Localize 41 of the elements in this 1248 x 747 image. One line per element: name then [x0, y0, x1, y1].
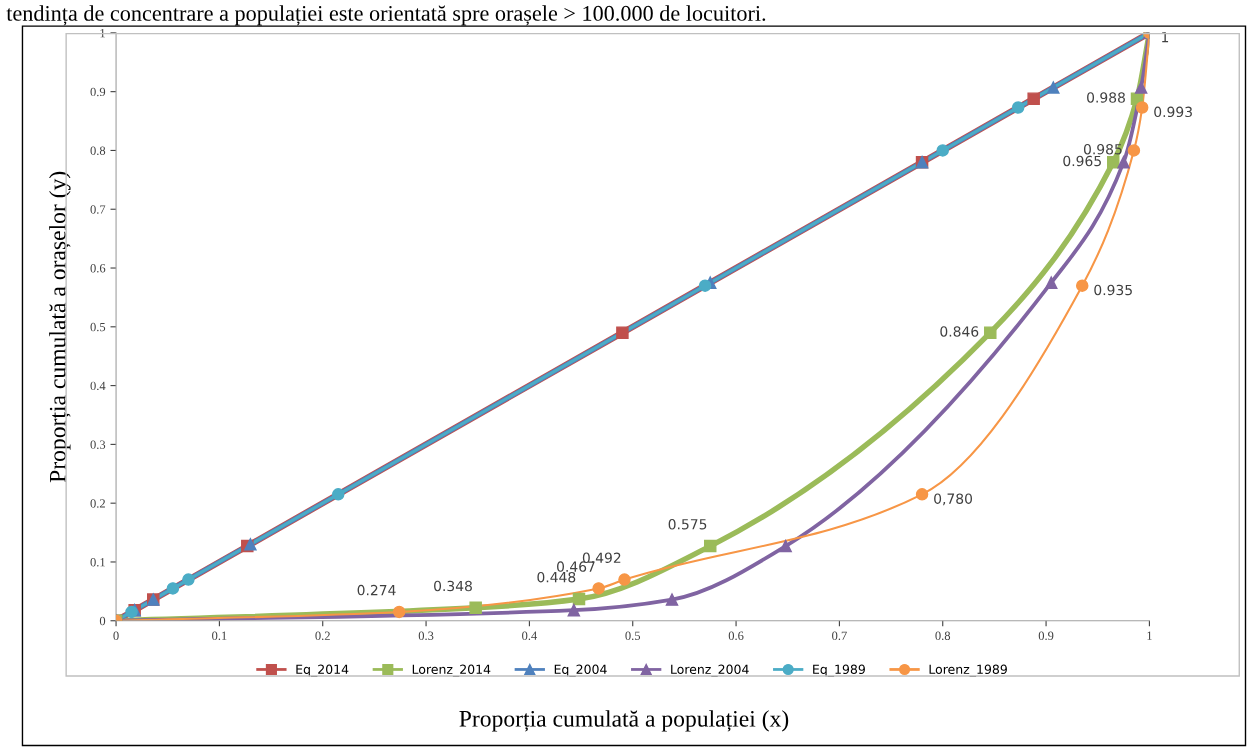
legend-label: Eq_2014 — [296, 664, 349, 677]
annotation: 0.965 — [1063, 155, 1101, 167]
annotation: 0.467 — [557, 561, 595, 572]
x-tick-label: 0.6 — [728, 631, 744, 641]
annotation: 0.988 — [1087, 92, 1125, 103]
legend-label: Eq_2004 — [554, 664, 607, 677]
y-tick-label: 0.1 — [90, 557, 105, 567]
y-axis-title: Proporția cumulată a orașelor (y) — [49, 171, 71, 483]
y-tick-label: 0.4 — [90, 381, 106, 391]
legend-label: Eq_1989 — [813, 664, 865, 677]
annotation: 0.575 — [668, 519, 707, 530]
legend-label: Lorenz_1989 — [929, 664, 1007, 677]
x-tick-label: 0.3 — [418, 631, 434, 641]
y-tick-label: 0.2 — [90, 499, 105, 508]
y-tick-label: 0.7 — [90, 205, 106, 214]
annotation: 0.274 — [357, 584, 396, 596]
annotation: 0,780 — [934, 493, 973, 506]
annotation: 0.846 — [940, 326, 979, 337]
x-tick-label: 0.5 — [625, 631, 641, 641]
x-tick-label: 0.9 — [1038, 631, 1054, 641]
annotation: 0.935 — [1094, 284, 1132, 296]
x-tick-label: 0.4 — [522, 631, 538, 641]
x-tick-label: 0 — [113, 631, 119, 640]
y-tick-label: 0 — [99, 616, 106, 626]
x-tick-label: 0.1 — [212, 631, 227, 641]
y-tick-label: 0.3 — [90, 440, 106, 449]
x-tick-label: 0.2 — [315, 631, 330, 641]
x-tick-label: 0.8 — [935, 631, 951, 641]
y-tick-label: 0.6 — [90, 264, 106, 273]
x-tick-label: 1 — [1147, 631, 1152, 640]
annotation: 0.348 — [434, 580, 472, 592]
annotation: 0.448 — [537, 571, 576, 583]
x-axis-title: Proporția cumulată a populației (x) — [459, 710, 789, 732]
y-tick-label: 0.9 — [90, 87, 106, 97]
annotation: 0.993 — [1154, 106, 1192, 118]
text: tendința de concentrare a populației este orientată spre orașele > 100.000 de locuitori. — [6, 5, 766, 26]
legend-label: Lorenz_2004 — [671, 664, 749, 677]
legend-label: Lorenz_2014 — [412, 664, 491, 677]
y-tick-label: 0.5 — [90, 322, 106, 332]
x-tick-label: 0.7 — [832, 631, 847, 641]
y-tick-label: 0.8 — [90, 146, 106, 155]
